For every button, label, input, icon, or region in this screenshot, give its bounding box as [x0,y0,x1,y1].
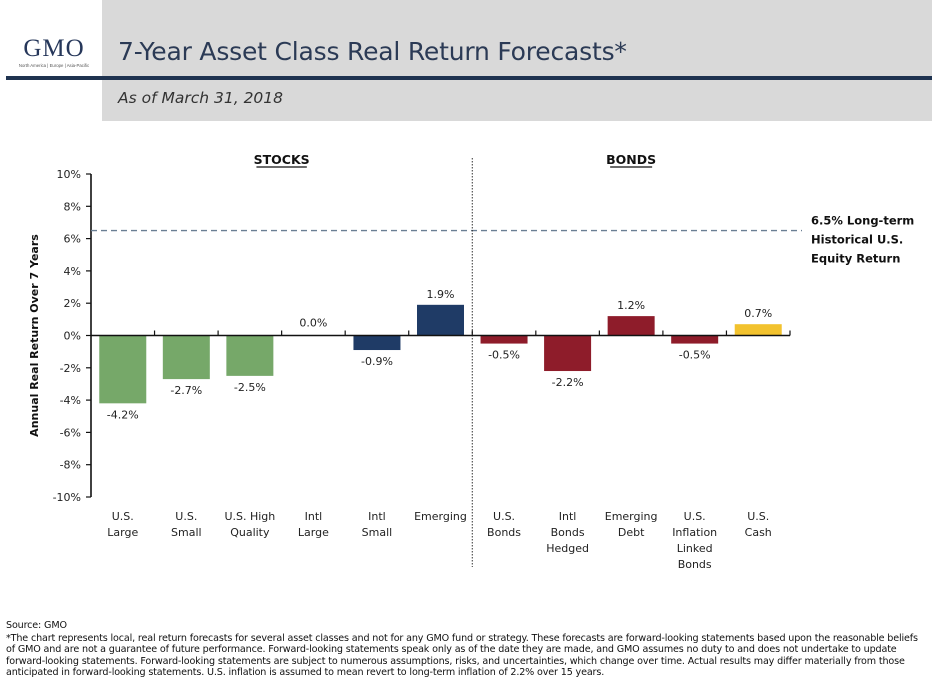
bar [480,335,528,344]
x-tick-label: Bonds [487,526,521,539]
x-tick-label: Intl [305,510,323,523]
x-tick-label: Linked [677,542,713,555]
x-tick-label: Emerging [414,510,467,523]
group-heading-bonds: BONDS [606,152,656,167]
gmo-logo: GMO North America | Europe | Asia-Pacifi… [8,35,100,69]
y-tick-label: 10% [57,168,81,181]
x-tick-label: Emerging [605,510,658,523]
y-tick-label: -8% [60,459,81,472]
y-tick-label: -2% [60,362,81,375]
x-tick-label: U.S. [493,510,515,523]
group-heading-stocks: STOCKS [254,152,310,167]
x-tick-label: U.S. [112,510,134,523]
y-axis-label: Annual Real Return Over 7 Years [28,234,41,437]
bar [162,335,210,380]
x-tick-label: U.S. [175,510,197,523]
y-tick-label: -6% [60,426,81,439]
x-tick-label: Bonds [678,558,712,571]
reference-line-label: 6.5% Long-term [811,214,914,228]
bar [417,304,464,336]
data-label: -2.2% [552,376,584,389]
bar [226,335,274,376]
data-label: -2.7% [170,384,202,397]
data-label: -4.2% [107,408,139,421]
y-tick-label: -4% [60,394,81,407]
data-label: -2.5% [234,381,266,394]
data-label: 1.2% [617,299,645,312]
chart: Annual Real Return Over 7 Years 10% 8% 6% 4%… [28,152,914,571]
x-tick-label: U.S. [747,510,769,523]
page-title: 7-Year Asset Class Real Return Forecasts… [118,37,627,66]
bar [544,335,592,372]
x-tick-label: Small [171,526,202,539]
x-tick-label: Large [298,526,329,539]
bar [734,324,782,336]
source-note: Source: GMO [6,620,67,631]
logo-wordmark: GMO [23,35,85,62]
data-label: -0.5% [679,349,711,362]
footer: Source: GMO *The chart represents local,… [6,620,928,678]
y-tick-label: 6% [64,233,81,246]
x-tick-label: Bonds [551,526,585,539]
x-tick-label: Intl [559,510,577,523]
x-tick-label: Quality [230,526,270,539]
y-tick-label: 2% [64,297,81,310]
data-label: 0.0% [299,317,327,330]
reference-line-label: Historical U.S. [811,233,903,247]
disclaimer: *The chart represents local, real return… [6,633,918,678]
reference-line-label: Equity Return [811,252,900,266]
y-tick-label: 0% [64,330,81,343]
x-tick-label: Cash [745,526,772,539]
x-tick-label: Intl [368,510,386,523]
page-subtitle: As of March 31, 2018 [118,89,284,107]
data-label: 1.9% [427,288,455,301]
x-tick-label: Debt [618,526,645,539]
x-tick-label: U.S. High [224,510,275,523]
x-tick-label: Inflation [672,526,717,539]
bar [607,316,655,336]
data-label: 0.7% [744,307,772,320]
bar [353,335,401,351]
y-tick-label: -10% [53,491,81,504]
bar [671,335,719,344]
data-label: -0.5% [488,349,520,362]
x-tick-label: Hedged [546,542,589,555]
y-tick-label: 8% [64,200,81,213]
header-band [102,0,932,121]
y-tick-label: 4% [64,265,81,278]
bar [99,335,147,404]
x-tick-label: U.S. [684,510,706,523]
header-rule [6,76,932,80]
x-tick-label: Large [107,526,138,539]
x-tick-label: Small [362,526,393,539]
data-label: -0.9% [361,355,393,368]
logo-tagline: North America | Europe | Asia-Pacific [18,63,90,68]
